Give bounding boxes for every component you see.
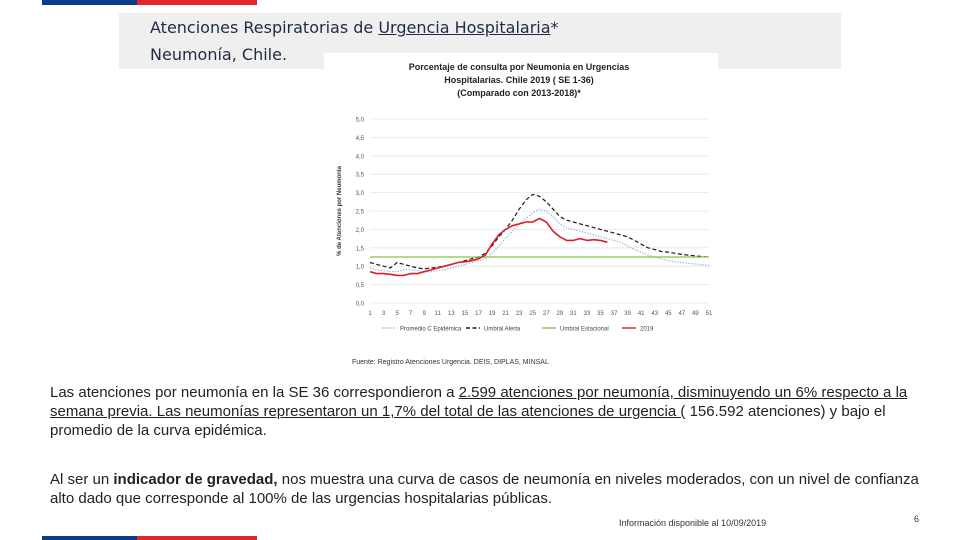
series-line-0 [369, 208, 710, 273]
x-tick-label: 9 [423, 311, 427, 317]
brand-bar-blue-bottom [42, 536, 137, 540]
y-tick-label: 4,5 [356, 136, 365, 142]
x-tick-label: 49 [692, 311, 699, 317]
x-tick-label: 43 [651, 311, 658, 317]
x-tick-label: 21 [502, 311, 509, 317]
title-underlined: Urgencia Hospitalaria [378, 18, 551, 37]
chart-title-line: Hospitalarias. Chile 2019 ( SE 1-36) [444, 75, 594, 85]
x-tick-label: 19 [489, 311, 496, 317]
brand-bar-red-bottom [137, 536, 257, 540]
x-tick-label: 37 [611, 311, 618, 317]
y-tick-label: 0,5 [356, 283, 365, 289]
legend-label-1: Umbral Alerta [484, 327, 521, 333]
x-tick-label: 1 [368, 311, 372, 317]
chart-title-line: Porcentaje de consulta por Neumonia en U… [409, 62, 630, 72]
paragraph1-text-underlined: 2.599 atenciones por neumonía, disminuye… [50, 384, 908, 420]
x-tick-label: 29 [556, 311, 563, 317]
y-tick-label: 4,0 [356, 154, 365, 160]
x-tick-label: 7 [409, 311, 413, 317]
x-tick-label: 25 [529, 311, 536, 317]
paragraph1-text-c: 156.592 atenciones) y bajo el promedio d… [50, 403, 886, 439]
y-axis-label: % de Atenciones por Neumonia [337, 165, 343, 255]
x-tick-label: 27 [543, 311, 550, 317]
y-tick-label: 1,0 [356, 265, 365, 271]
x-tick-label: 3 [382, 311, 386, 317]
legend-label-0: Promedio C Epidémica [400, 327, 462, 333]
x-tick-label: 39 [624, 311, 631, 317]
x-tick-label: 33 [584, 311, 591, 317]
x-tick-label: 45 [665, 311, 672, 317]
x-tick-label: 5 [395, 311, 399, 317]
chart-source: Fuente: Registro Atenciones Urgencia. DE… [352, 359, 549, 366]
paragraph-severity-indicator: Al ser un indicador de gravedad, nos mue… [50, 470, 930, 508]
top-brand-bar [42, 0, 257, 5]
x-tick-label: 31 [570, 311, 577, 317]
series-line-3 [369, 217, 608, 277]
x-tick-label: 47 [679, 311, 686, 317]
brand-bar-blue [42, 0, 137, 5]
y-tick-label: 1,5 [356, 246, 365, 252]
pneumonia-chart: Porcentaje de consulta por Neumonia en U… [324, 53, 718, 371]
y-tick-label: 0,0 [356, 302, 365, 308]
y-tick-label: 2,5 [356, 210, 365, 216]
x-tick-label: 11 [435, 311, 442, 317]
paragraph1-text-a: Las atenciones por neumonía en la SE 36 … [50, 384, 459, 401]
x-tick-label: 15 [462, 311, 469, 317]
paragraph2-bold: indicador de gravedad, [113, 471, 278, 488]
x-tick-label: 23 [516, 311, 523, 317]
y-tick-label: 5,0 [356, 118, 365, 124]
paragraph-pneumonia-stats: Las atenciones por neumonía en la SE 36 … [50, 383, 930, 440]
slide-title: Atenciones Respiratorias de Urgencia Hos… [150, 18, 559, 37]
legend-label-3: 2019 [640, 327, 654, 333]
title-prefix: Atenciones Respiratorias de [150, 18, 379, 37]
x-tick-label: 51 [706, 311, 713, 317]
y-tick-label: 2,0 [356, 228, 365, 234]
chart-svg: Porcentaje de consulta por Neumonia en U… [337, 62, 713, 366]
x-tick-label: 35 [597, 311, 604, 317]
y-tick-label: 3,0 [356, 191, 365, 197]
paragraph2-text-b: nos muestra una curva de casos de neumon… [50, 471, 919, 507]
bottom-brand-bar [42, 536, 257, 540]
x-tick-label: 41 [638, 311, 645, 317]
legend-label-2: Umbral Estacional [560, 327, 609, 333]
page-number: 6 [914, 514, 920, 524]
x-tick-label: 17 [475, 311, 482, 317]
brand-bar-red [137, 0, 257, 5]
slide-subtitle: Neumonía, Chile. [150, 45, 288, 64]
footnote-date: Información disponible al 10/09/2019 [619, 518, 767, 528]
title-suffix: * [550, 18, 559, 37]
series-line-1 [369, 193, 710, 270]
y-tick-label: 3,5 [356, 173, 365, 179]
chart-title-line: (Comparado con 2013-2018)* [457, 88, 581, 98]
x-tick-label: 13 [448, 311, 455, 317]
paragraph2-text-a: Al ser un [50, 471, 114, 488]
